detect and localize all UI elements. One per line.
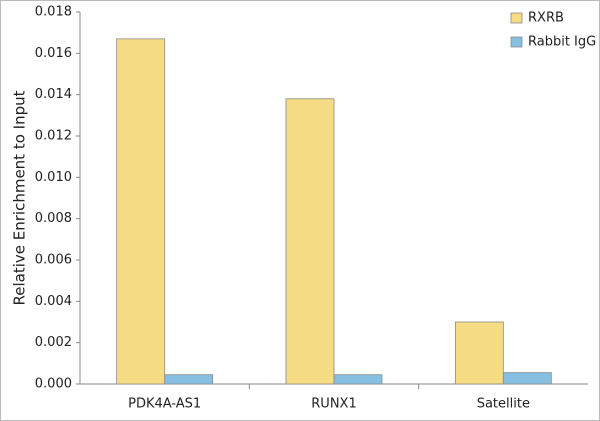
x-tick-label: Satellite [477, 397, 530, 412]
bar [164, 374, 214, 385]
legend-label: Rabbit IgG [528, 35, 596, 50]
y-tick-label: 0.010 [35, 170, 72, 185]
bar [116, 38, 166, 385]
y-tick-label: 0.004 [35, 294, 72, 309]
y-tick-label: 0.002 [35, 335, 72, 350]
y-tick-label: 0.008 [35, 211, 72, 226]
y-tick-label: 0.016 [35, 46, 72, 61]
bar [285, 98, 335, 385]
legend-swatch [510, 12, 523, 24]
y-tick-label: 0.000 [35, 377, 72, 392]
y-tick-label: 0.014 [35, 87, 72, 102]
y-axis-title: Relative Enrichment to Input [11, 90, 29, 305]
legend-label: RXRB [528, 11, 564, 26]
y-tick-label: 0.012 [35, 129, 72, 144]
x-tick-label: RUNX1 [311, 397, 356, 412]
bar [502, 372, 552, 385]
bar [333, 374, 383, 385]
legend-swatch [510, 36, 523, 48]
y-tick-label: 0.006 [35, 253, 72, 268]
x-tick-label: PDK4A-AS1 [128, 397, 201, 412]
y-tick-label: 0.018 [35, 5, 72, 20]
bar [454, 321, 504, 385]
